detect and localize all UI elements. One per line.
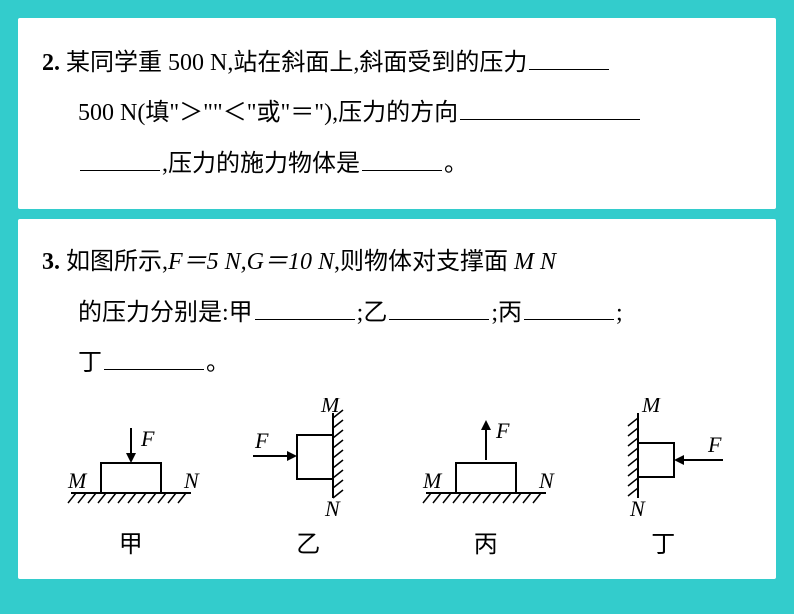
ding-F-label: F	[707, 432, 722, 457]
diagrams-row: F M N 甲	[42, 398, 752, 559]
q3-period: 。	[206, 350, 230, 376]
label-ding: 丁	[651, 524, 675, 559]
ding-N-label: N	[629, 496, 646, 518]
q3-eq: F＝5 N,G＝10 N	[168, 249, 334, 275]
q3-sep-yi: ;乙	[357, 300, 388, 326]
q2-line2: 500 N(填"＞""＜"或"＝"),压力的方向	[42, 88, 752, 138]
diagram-ding: F M N 丁	[588, 398, 738, 559]
jia-N-label: N	[183, 468, 200, 493]
q3-line2: 的压力分别是:甲 ;乙 ;丙;	[42, 288, 752, 338]
q2-blank4	[362, 153, 442, 171]
question-3-text: 3. 如图所示,F＝5 N,G＝10 N,则物体对支撑面 M N 的压力分别是:…	[42, 237, 752, 388]
q3-ding: 丁	[78, 350, 102, 376]
q3-line3: 丁。	[42, 338, 752, 388]
q2-line3: ,压力的施力物体是 。	[42, 139, 752, 189]
diagram-ding-svg: F M N	[588, 398, 738, 518]
q2-t2: 500 N(填"＞""＜"或"＝"),压力的方向	[78, 100, 458, 126]
q3-t2: ,则物体对支撑面	[334, 249, 508, 275]
question-2-card: 2. 某同学重 500 N,站在斜面上,斜面受到的压力 500 N(填"＞""＜…	[18, 18, 776, 209]
q3-sep-bing: ;丙	[491, 300, 522, 326]
q3-blank-jia	[255, 302, 355, 320]
label-yi: 乙	[296, 524, 320, 559]
question-2-text: 2. 某同学重 500 N,站在斜面上,斜面受到的压力 500 N(填"＞""＜…	[42, 38, 752, 189]
q2-blank2	[460, 102, 640, 120]
diagram-bing-svg: F M N	[411, 408, 561, 518]
bing-F-label: F	[495, 418, 510, 443]
jia-M-label: M	[67, 468, 88, 493]
yi-N-label: N	[324, 496, 341, 518]
yi-M-label: M	[320, 398, 341, 417]
diagram-bing: F M N 丙	[411, 408, 561, 559]
diagram-yi-svg: F M N	[233, 398, 383, 518]
q2-period: 。	[444, 151, 468, 177]
q3-blank-bing	[524, 302, 614, 320]
jia-F-label: F	[140, 426, 155, 451]
yi-F-label: F	[254, 428, 269, 453]
q3-t1: 如图所示,	[66, 249, 168, 275]
q2-blank3	[80, 153, 160, 171]
q3-blank-yi	[389, 302, 489, 320]
bing-N-label: N	[538, 468, 555, 493]
q2-t1: 某同学重 500 N,站在斜面上,斜面受到的压力	[66, 50, 527, 76]
q3-sep-ding: ;	[616, 300, 623, 326]
diagram-jia-svg: F M N	[56, 408, 206, 518]
q2-blank1	[529, 52, 609, 70]
diagram-jia: F M N 甲	[56, 408, 206, 559]
q3-mn: M N	[508, 249, 556, 275]
q3-blank-ding	[104, 352, 204, 370]
q3-number: 3.	[42, 249, 60, 275]
q2-number: 2.	[42, 50, 60, 76]
ding-M-label: M	[641, 398, 662, 417]
bing-M-label: M	[422, 468, 443, 493]
diagram-yi: F M N 乙	[233, 398, 383, 559]
q3-t3: 的压力分别是:甲	[78, 300, 253, 326]
q2-t3: ,压力的施力物体是	[162, 151, 360, 177]
label-jia: 甲	[119, 524, 143, 559]
label-bing: 丙	[474, 524, 498, 559]
question-3-card: 3. 如图所示,F＝5 N,G＝10 N,则物体对支撑面 M N 的压力分别是:…	[18, 219, 776, 579]
